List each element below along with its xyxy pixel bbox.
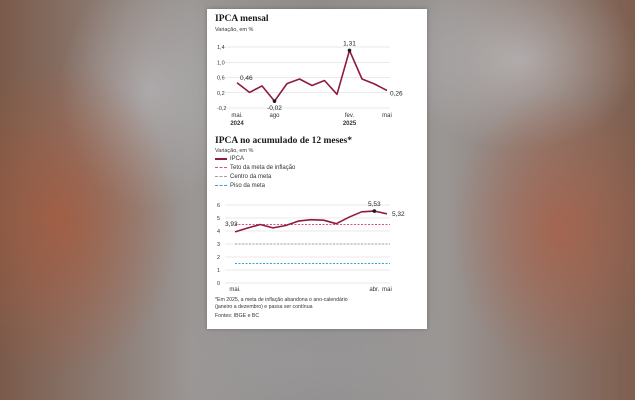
data-label: 5,32 bbox=[392, 211, 405, 218]
x-tick-label: fev. bbox=[345, 113, 355, 119]
data-label: 3,93 bbox=[225, 221, 238, 228]
y-tick-label: 4 bbox=[217, 229, 220, 235]
data-point-marker bbox=[272, 99, 277, 103]
legend-label: Centro da meta bbox=[230, 173, 272, 180]
x-tick-label: ago bbox=[269, 113, 280, 119]
legend-swatch bbox=[215, 157, 227, 160]
y-tick-label: 3 bbox=[217, 242, 220, 248]
y-tick-label: 1,0 bbox=[217, 60, 225, 66]
y-tick-label: 6 bbox=[217, 203, 220, 209]
infographic-card: IPCA mensal Variação, em % 1,4 1,0 0,6 0,2 -… bbox=[207, 9, 427, 329]
chart-title-accumulated: IPCA no acumulado de 12 meses* bbox=[215, 136, 352, 146]
y-tick-label: 0,6 bbox=[217, 76, 225, 82]
data-label: 1,31 bbox=[343, 40, 356, 47]
data-label: -0,02 bbox=[267, 105, 282, 112]
series-line-ipca bbox=[236, 49, 388, 102]
chart-legend: IPCA Teto da meta de inflação Centro da … bbox=[215, 154, 295, 190]
y-tick-label: 2 bbox=[217, 255, 220, 261]
data-point-marker bbox=[372, 209, 377, 213]
source-note: Fontes: IBGE e BC bbox=[215, 313, 260, 319]
legend-swatch bbox=[215, 185, 227, 186]
legend-item-teto: Teto da meta de inflação bbox=[215, 163, 295, 172]
x-tick-year-label: 2024 bbox=[230, 121, 244, 127]
chart-title-monthly: IPCA mensal bbox=[215, 14, 269, 24]
y-tick-label: 1,4 bbox=[217, 45, 225, 51]
data-point-marker bbox=[347, 48, 352, 53]
legend-item-ipca: IPCA bbox=[215, 154, 295, 163]
legend-label: Teto da meta de inflação bbox=[230, 164, 296, 171]
legend-swatch bbox=[215, 167, 227, 168]
y-tick-label: 1 bbox=[217, 268, 220, 274]
series-line-ipca bbox=[234, 210, 388, 233]
y-tick-label: 0 bbox=[217, 281, 220, 287]
x-tick-year-label: 2025 bbox=[343, 121, 357, 127]
data-label: 0,46 bbox=[240, 75, 253, 82]
footnote-line-2: (janeiro a dezembro) e passa ser contínu… bbox=[215, 304, 313, 310]
x-tick-label: mai bbox=[382, 113, 392, 119]
legend-label: Piso da meta bbox=[230, 182, 266, 189]
x-tick-label: abr. bbox=[369, 287, 379, 293]
monthly-ipca-chart: 1,4 1,0 0,6 0,2 -0,2 0,46 -0,02 1,31 0,26 mai. 202… bbox=[217, 40, 403, 127]
legend-label: IPCA bbox=[230, 155, 245, 162]
x-tick-label: mai bbox=[382, 287, 392, 293]
legend-swatch bbox=[215, 176, 227, 177]
x-tick-label: mai. bbox=[231, 113, 243, 119]
legend-item-piso: Piso da meta bbox=[215, 181, 295, 190]
footnote-line-1: *Em 2025, a meta de inflação abandona o … bbox=[215, 297, 348, 303]
y-tick-label: 0,2 bbox=[217, 91, 225, 97]
chart-subtitle-accumulated: Variação, em % bbox=[215, 148, 254, 154]
legend-item-centro: Centro da meta bbox=[215, 172, 295, 181]
y-tick-label: -0,2 bbox=[217, 106, 226, 112]
y-tick-label: 5 bbox=[217, 216, 220, 222]
chart-subtitle-monthly: Variação, em % bbox=[215, 27, 254, 33]
data-label: 0,26 bbox=[390, 90, 403, 97]
data-label: 5,53 bbox=[368, 201, 381, 208]
x-tick-label: mai. bbox=[229, 287, 241, 293]
